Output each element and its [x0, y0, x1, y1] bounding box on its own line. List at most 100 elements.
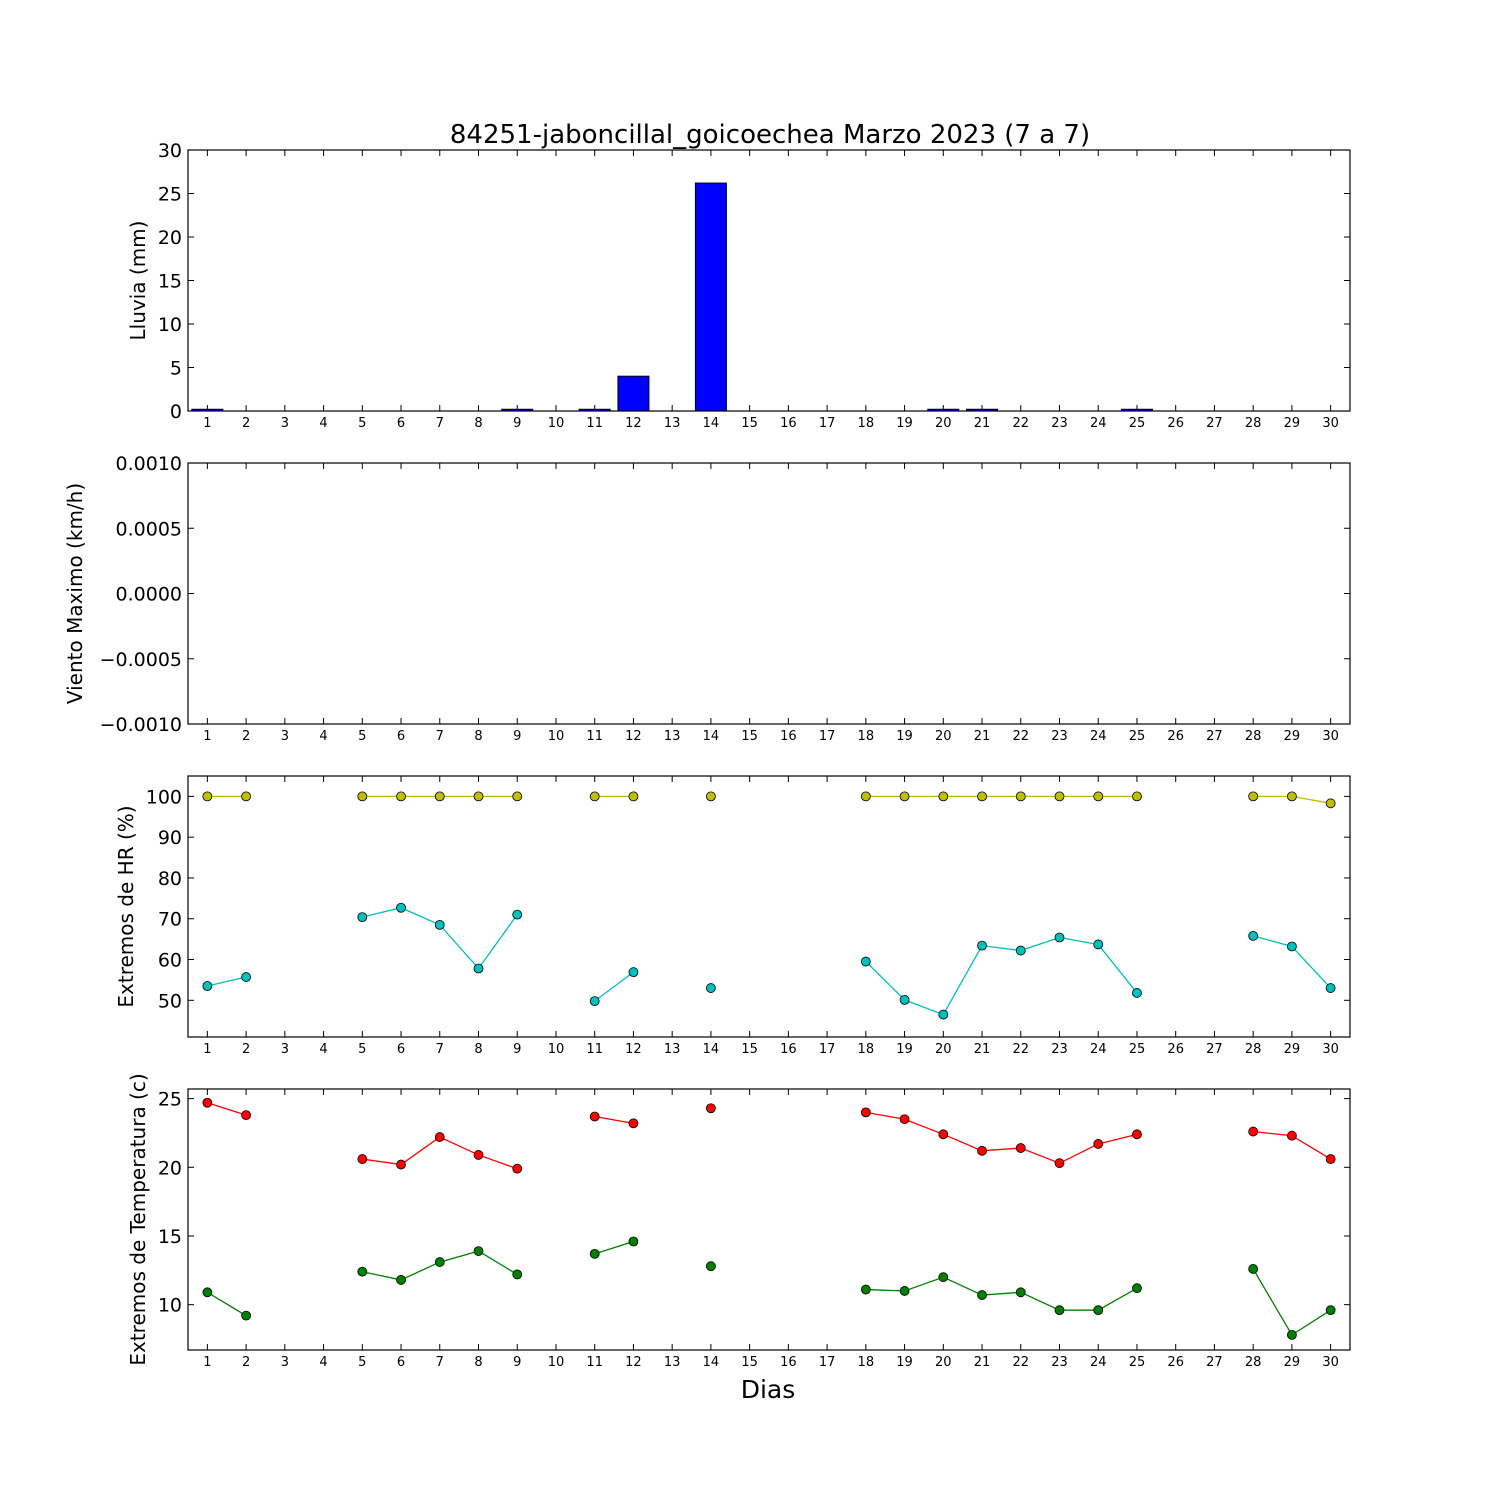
x-tick-label: 8 [474, 416, 482, 431]
x-tick-label: 28 [1245, 416, 1262, 431]
series-1-point-day-11 [589, 1111, 600, 1122]
x-tick-label: 2 [242, 1042, 250, 1057]
series-1-point-day-30 [1325, 1154, 1336, 1164]
series-1-point-day-28 [1248, 1126, 1259, 1137]
series-2-line [1252, 1268, 1331, 1336]
x-tick-label: 21 [974, 1355, 991, 1370]
x-tick-label: 16 [780, 1355, 797, 1370]
series-2-point-day-2 [241, 1310, 252, 1321]
y-tick-label: 80 [158, 868, 182, 890]
series-2-point-day-28 [1248, 1264, 1259, 1274]
series-1-point-day-1 [202, 791, 213, 802]
x-tick-label: 9 [513, 1042, 521, 1057]
x-tick-label: 13 [664, 1042, 681, 1057]
series-2-line [207, 976, 247, 987]
x-tick-label: 24 [1090, 729, 1107, 744]
series-2-point-day-29 [1287, 941, 1297, 952]
series-2-point-day-23 [1054, 1305, 1065, 1316]
x-tick-label: 25 [1129, 729, 1146, 744]
series-2-line [594, 971, 634, 1002]
series-1-point-day-19 [899, 791, 910, 802]
series-1-point-day-7 [434, 1132, 445, 1142]
series-2-point-day-19 [899, 1286, 910, 1296]
x-tick-label: 9 [513, 729, 521, 744]
y-tick-label: 100 [146, 786, 182, 808]
x-tick-label: 29 [1284, 1042, 1301, 1057]
series-1-point-day-8 [473, 1150, 484, 1160]
rain-bar-day-14 [694, 182, 727, 412]
series-1-point-day-20 [938, 791, 949, 802]
x-tick-label: 4 [319, 729, 327, 744]
rain-bar-day-9 [501, 408, 534, 412]
x-tick-label: 18 [858, 1355, 875, 1370]
rain-bar-day-11 [578, 408, 611, 412]
y-tick-label: 5 [170, 358, 182, 380]
x-tick-label: 8 [474, 729, 482, 744]
x-tick-label: 16 [780, 1042, 797, 1057]
x-tick-label: 27 [1206, 729, 1223, 744]
x-tick-label: 7 [436, 729, 444, 744]
plot-frame [187, 775, 1351, 1038]
series-2-point-day-30 [1325, 983, 1336, 993]
y-tick-label: 15 [158, 271, 182, 293]
x-tick-label: 28 [1245, 1042, 1262, 1057]
x-tick-label: 10 [548, 729, 565, 744]
rain-bar-day-21 [966, 408, 999, 412]
series-2-point-day-21 [977, 940, 987, 951]
series-1-point-day-21 [977, 1145, 987, 1156]
x-tick-label: 2 [242, 1355, 250, 1370]
series-1-point-day-19 [899, 1114, 910, 1125]
y-tick-label: 0.0005 [116, 518, 182, 540]
x-tick-label: 20 [935, 729, 952, 744]
x-tick-label: 1 [203, 1355, 211, 1370]
y-axis-label: Viento Maximo (km/h) [63, 483, 87, 704]
y-tick-label: 20 [158, 227, 182, 249]
series-1-point-day-5 [357, 791, 368, 802]
series-1-point-day-1 [202, 1097, 213, 1108]
series-1-point-day-29 [1287, 1130, 1297, 1141]
series-2-point-day-24 [1093, 939, 1104, 950]
x-tick-label: 9 [513, 416, 521, 431]
x-tick-label: 14 [703, 1355, 720, 1370]
x-tick-label: 9 [513, 1355, 521, 1370]
series-2-point-day-9 [512, 909, 523, 920]
x-tick-label: 17 [819, 1042, 836, 1057]
plot-frame [187, 149, 1351, 412]
x-tick-label: 15 [741, 416, 758, 431]
series-2-point-day-11 [589, 996, 600, 1007]
x-tick-label: 17 [819, 1355, 836, 1370]
y-tick-label: −0.0005 [100, 649, 182, 671]
y-tick-label: 60 [158, 950, 182, 972]
series-1-point-day-8 [473, 791, 484, 802]
x-tick-label: 28 [1245, 1355, 1262, 1370]
x-tick-label: 18 [858, 1042, 875, 1057]
series-2-line [362, 907, 518, 970]
x-tick-label: 12 [625, 1355, 642, 1370]
x-tick-label: 15 [741, 1355, 758, 1370]
x-tick-label: 7 [436, 1042, 444, 1057]
x-tick-label: 20 [935, 1355, 952, 1370]
x-tick-label: 27 [1206, 1042, 1223, 1057]
x-tick-label: 22 [1012, 1042, 1029, 1057]
x-tick-label: 7 [436, 416, 444, 431]
x-tick-label: 13 [664, 1355, 681, 1370]
x-tick-label: 30 [1322, 1355, 1339, 1370]
series-1-point-day-29 [1287, 791, 1297, 802]
series-1-point-day-6 [396, 791, 406, 802]
x-tick-label: 2 [242, 729, 250, 744]
x-tick-label: 29 [1284, 729, 1301, 744]
x-tick-label: 25 [1129, 1042, 1146, 1057]
x-tick-label: 28 [1245, 729, 1262, 744]
series-2-point-day-12 [628, 1236, 639, 1247]
x-tick-label: 18 [858, 729, 875, 744]
y-axis-label: Extremos de HR (%) [114, 805, 138, 1007]
x-tick-label: 6 [397, 416, 405, 431]
series-2-point-day-25 [1132, 988, 1142, 998]
series-2-point-day-2 [241, 972, 252, 982]
plot-frame [187, 462, 1351, 725]
series-1-point-day-21 [977, 791, 987, 802]
y-tick-label: 20 [158, 1157, 182, 1179]
